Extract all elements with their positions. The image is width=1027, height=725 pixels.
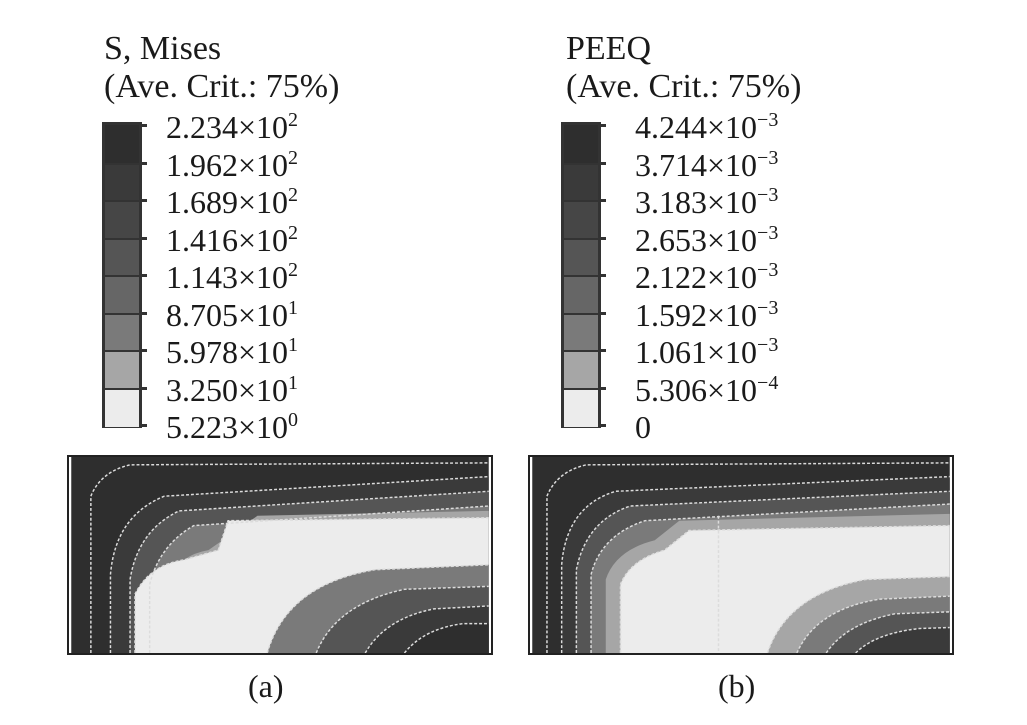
legend-value-label: 1.143×102	[166, 259, 299, 295]
legend-value-label: 2.122×10−3	[635, 259, 779, 295]
peeq-strain-panel: PEEQ (Ave. Crit.: 75%) 4.244×10−3 3.714×1…	[513, 0, 1027, 725]
legend-value-label: 2.234×102	[166, 109, 299, 145]
legend-tick	[139, 311, 147, 315]
legend-color-band	[105, 275, 139, 315]
averaging-criterion: (Ave. Crit.: 75%)	[566, 68, 802, 105]
legend-color-band	[564, 350, 598, 390]
legend-color-band	[564, 125, 598, 163]
legend-tick	[598, 386, 606, 390]
legend-value-label: 5.978×101	[166, 334, 299, 370]
legend-title: S, Mises	[104, 30, 222, 67]
legend-color-band	[105, 312, 139, 352]
legend-value-label: 1.061×10−3	[635, 334, 779, 370]
legend-tick	[598, 236, 606, 240]
legend-color-band	[564, 237, 598, 277]
legend-value-label: 4.244×10−3	[635, 109, 779, 145]
legend-value-label: 5.306×10−4	[635, 371, 779, 408]
legend-tick	[139, 161, 147, 165]
legend-value-label: 1.416×102	[166, 221, 299, 258]
legend-tick	[598, 424, 606, 427]
legend-color-band	[105, 125, 139, 163]
legend-color-band	[564, 200, 598, 240]
panel-caption: (a)	[248, 668, 284, 704]
mises-stress-panel: S, Mises (Ave. Crit.: 75%) 2.234×102 1.96…	[0, 0, 513, 725]
legend-color-band	[564, 387, 598, 427]
color-legend-bar	[102, 122, 147, 428]
legend-color-band	[564, 275, 598, 315]
legend-tick	[598, 161, 606, 165]
legend-tick	[139, 274, 147, 277]
panel-caption: (b)	[718, 668, 756, 704]
legend-value-label: 5.223×100	[166, 409, 299, 445]
legend-tick	[598, 124, 606, 127]
legend-tick	[598, 199, 606, 202]
mises-contour-plot	[67, 455, 493, 655]
legend-color-band	[105, 162, 139, 202]
legend-color-band	[564, 162, 598, 202]
legend-value-label: 2.653×10−3	[635, 221, 779, 258]
legend-title: PEEQ	[566, 30, 651, 67]
legend-value-label: 8.705×101	[166, 296, 299, 333]
legend-value-label: 1.962×102	[166, 146, 299, 183]
legend-value-label: 1.592×10−3	[635, 296, 779, 333]
legend-tick	[598, 349, 606, 352]
legend-value-label: 0	[635, 409, 651, 445]
legend-value-label: 3.183×10−3	[635, 184, 779, 220]
legend-tick	[139, 386, 147, 390]
color-legend-bar	[561, 122, 606, 428]
legend-color-band	[105, 387, 139, 427]
legend-value-label: 1.689×102	[166, 184, 299, 220]
peeq-contour-plot	[528, 455, 954, 655]
legend-color-band	[105, 237, 139, 277]
legend-tick	[139, 124, 147, 127]
legend-tick	[139, 236, 147, 240]
legend-color-band	[564, 312, 598, 352]
legend-value-label: 3.250×101	[166, 371, 299, 408]
legend-color-band	[105, 350, 139, 390]
legend-tick	[139, 349, 147, 352]
legend-color-band	[105, 200, 139, 240]
legend-tick	[139, 424, 147, 427]
legend-tick	[598, 311, 606, 315]
averaging-criterion: (Ave. Crit.: 75%)	[104, 68, 340, 105]
legend-tick	[139, 199, 147, 202]
legend-value-label: 3.714×10−3	[635, 146, 779, 183]
legend-tick	[598, 274, 606, 277]
